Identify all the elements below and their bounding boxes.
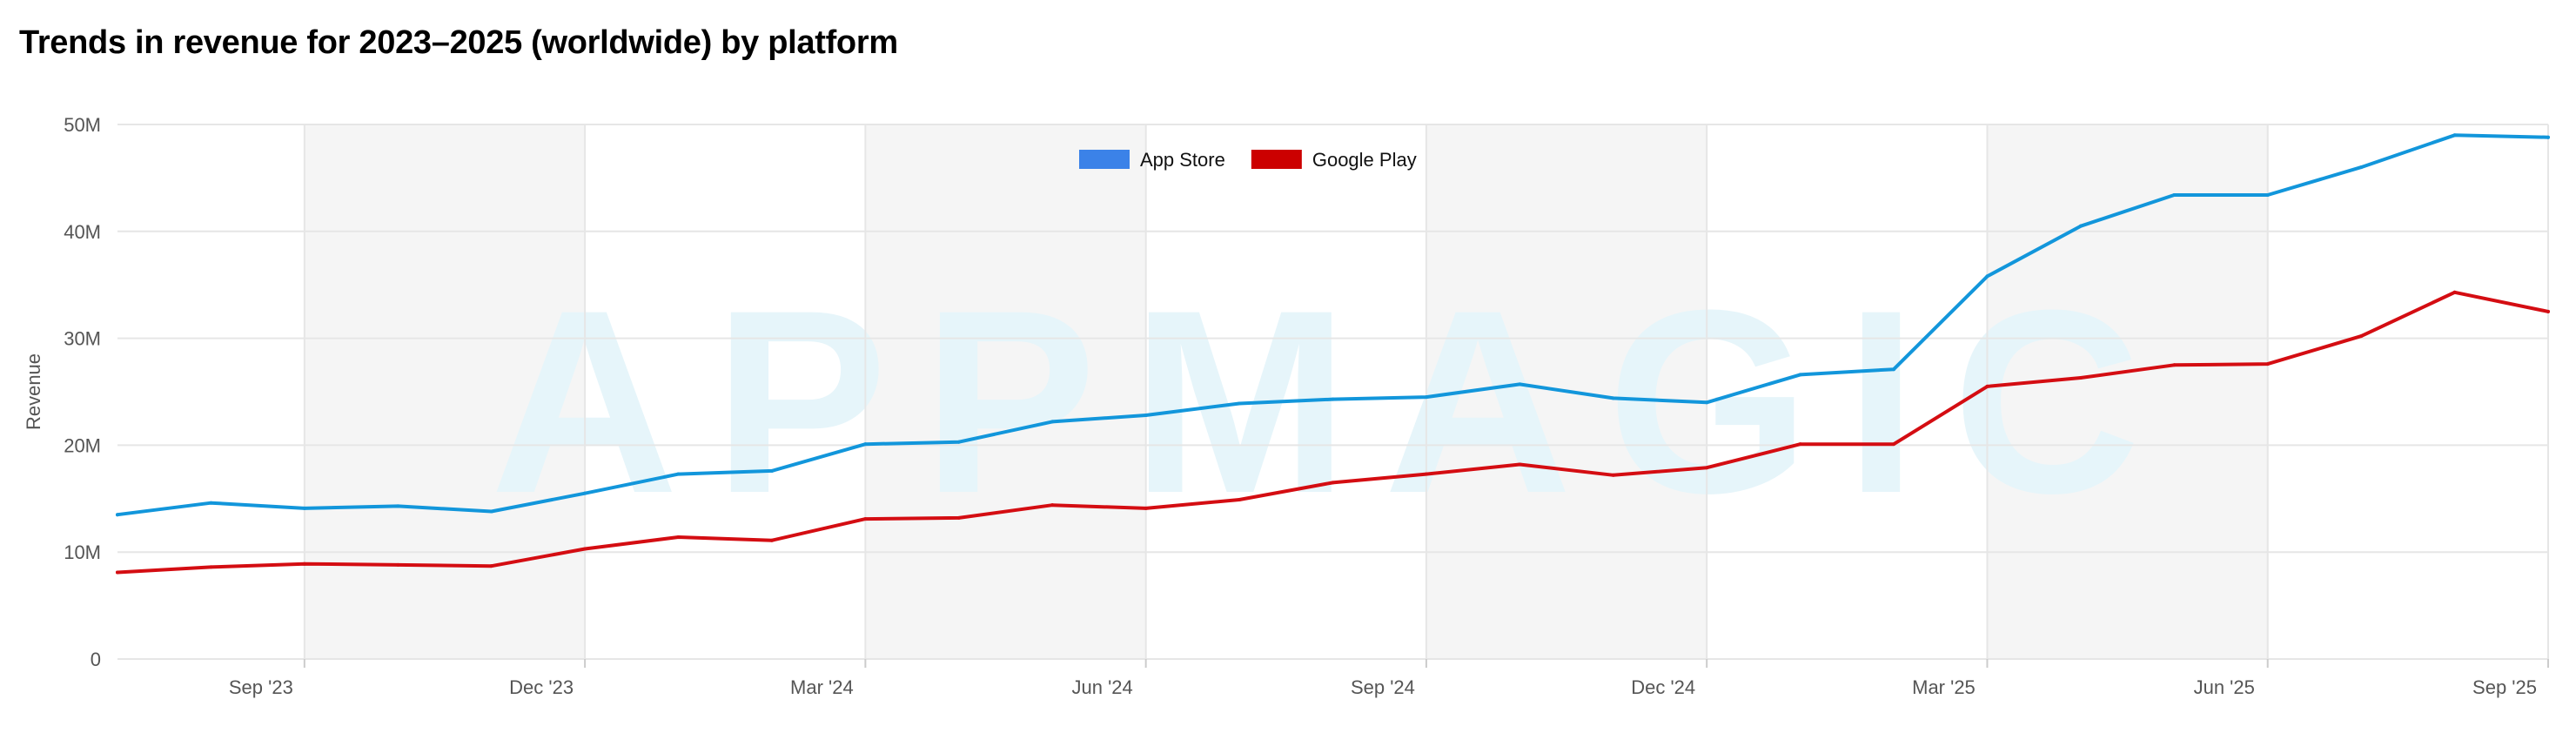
gridlines	[117, 124, 2549, 660]
x-tick-label: Dec '24	[1631, 676, 1695, 698]
data-point	[1424, 472, 1428, 476]
data-point	[1985, 274, 1989, 279]
y-axis-ticks: 0 10M 20M 30M 40M 50M	[64, 114, 101, 670]
shaded-band	[865, 124, 1146, 659]
data-point	[2078, 224, 2083, 228]
watermark: APPMAGIC	[490, 255, 2176, 548]
legend-label: Google Play	[1312, 149, 1417, 171]
x-tick-label: Mar '25	[1912, 676, 1976, 698]
y-tick-label: 10M	[64, 541, 101, 563]
data-point	[1798, 373, 1802, 377]
y-tick-label: 20M	[64, 434, 101, 456]
data-point	[1892, 442, 1896, 447]
shaded-quarter-bands	[304, 124, 2268, 659]
data-point	[2546, 135, 2550, 139]
data-point	[2452, 290, 2457, 294]
data-point	[1238, 401, 1242, 406]
data-point	[956, 515, 961, 520]
data-point	[2265, 193, 2270, 198]
data-point	[396, 562, 400, 567]
legend-label: App Store	[1140, 149, 1225, 171]
data-point	[1144, 414, 1148, 418]
series-google-play	[116, 290, 2550, 575]
data-point	[2359, 165, 2364, 170]
x-tick-label: Sep '25	[2472, 676, 2537, 698]
series-lines	[116, 133, 2550, 575]
data-point	[956, 440, 961, 444]
legend-swatch	[1251, 150, 1302, 169]
data-point	[302, 562, 306, 566]
data-point	[769, 468, 774, 473]
x-axis-ticks: Sep '23 Dec '23 Mar '24 Jun '24 Sep '24 Dec '…	[229, 659, 2549, 698]
data-point	[2265, 362, 2270, 366]
data-point	[1238, 498, 1242, 502]
data-point	[1144, 506, 1148, 510]
data-point	[1331, 397, 1335, 401]
legend-swatch	[1079, 150, 1130, 169]
data-point	[116, 570, 119, 575]
data-point	[489, 509, 493, 514]
data-point	[769, 538, 774, 542]
data-point	[2078, 376, 2083, 380]
data-point	[2546, 309, 2550, 313]
data-point	[676, 535, 681, 540]
data-point	[1611, 396, 1615, 400]
y-tick-label: 50M	[64, 114, 101, 136]
data-point	[1892, 367, 1896, 372]
data-point	[489, 564, 493, 568]
y-tick-label: 30M	[64, 328, 101, 350]
data-point	[863, 442, 868, 447]
y-tick-label: 40M	[64, 221, 101, 243]
x-tick-label: Mar '24	[790, 676, 854, 698]
data-point	[1985, 384, 1989, 388]
data-point	[1611, 473, 1615, 477]
x-tick-label: Dec '23	[509, 676, 574, 698]
data-point	[583, 491, 587, 495]
data-point	[2172, 193, 2177, 198]
data-point	[396, 504, 400, 508]
x-tick-label: Sep '23	[229, 676, 293, 698]
data-point	[2172, 363, 2177, 367]
data-point	[1050, 420, 1055, 424]
legend[interactable]: App Store Google Play	[1079, 149, 1417, 171]
data-point	[1705, 400, 1709, 405]
data-point	[1424, 395, 1428, 400]
x-tick-label: Jun '25	[2194, 676, 2255, 698]
data-point	[1331, 481, 1335, 485]
data-point	[1518, 382, 1522, 387]
data-point	[209, 565, 213, 569]
data-point	[302, 506, 306, 510]
shaded-band	[304, 124, 586, 659]
data-point	[2452, 133, 2457, 138]
data-point	[1518, 462, 1522, 467]
legend-item-google-play[interactable]: Google Play	[1251, 149, 1417, 171]
shaded-band	[1987, 124, 2268, 659]
y-axis-label: Revenue	[23, 353, 44, 430]
x-tick-label: Sep '24	[1351, 676, 1415, 698]
data-point	[1050, 503, 1055, 508]
legend-item-app-store[interactable]: App Store	[1079, 149, 1225, 171]
series-app-store	[116, 133, 2550, 517]
data-point	[1705, 466, 1709, 470]
x-tick-label: Jun '24	[1072, 676, 1133, 698]
data-point	[116, 513, 119, 517]
data-point	[583, 547, 587, 551]
y-tick-label: 0	[91, 649, 101, 670]
data-point	[209, 501, 213, 505]
chart-title: Trends in revenue for 2023–2025 (worldwi…	[19, 24, 898, 61]
data-point	[676, 472, 681, 476]
data-point	[863, 517, 868, 521]
data-point	[2359, 334, 2364, 339]
data-point	[1798, 442, 1802, 447]
